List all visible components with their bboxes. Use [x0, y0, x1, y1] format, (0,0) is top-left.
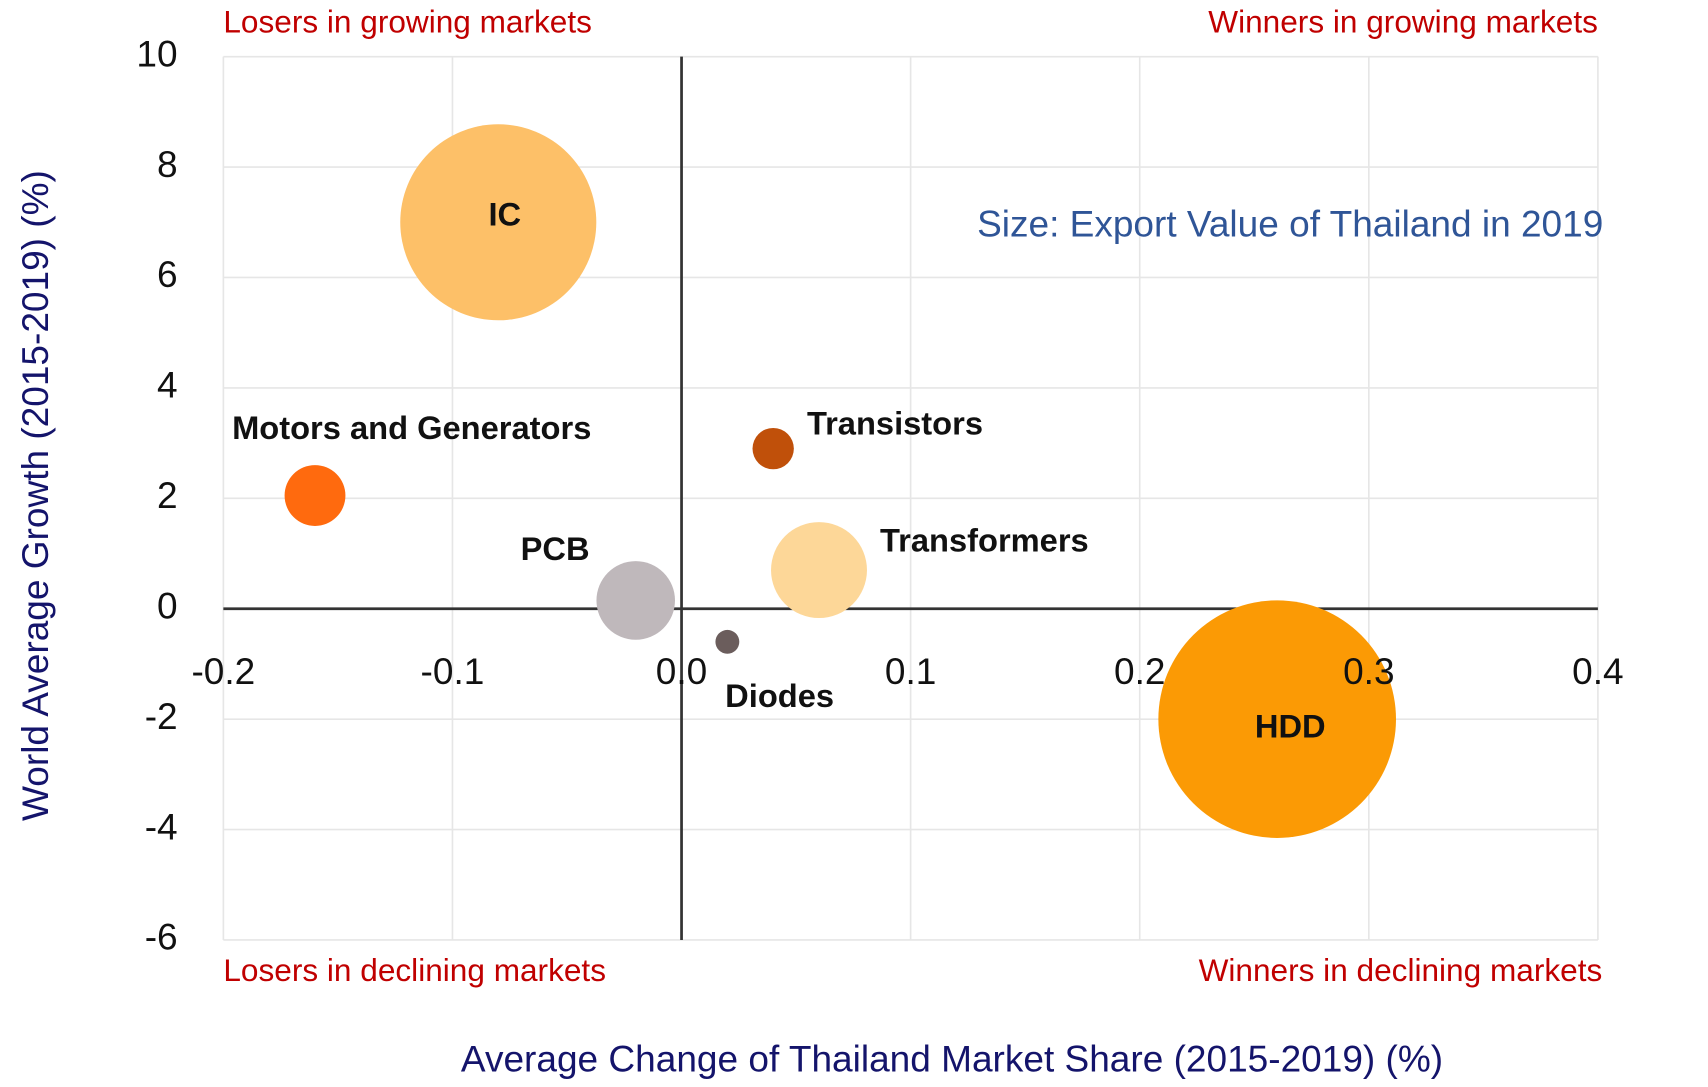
y-tick-label: 8 [157, 143, 178, 185]
bubble [771, 522, 867, 619]
bubble [284, 465, 346, 526]
x-tick-label: -0.1 [421, 650, 485, 692]
x-axis-title: Average Change of Thailand Market Share … [461, 1038, 1443, 1080]
y-tick-label: -6 [145, 916, 178, 958]
quadrant-label: Losers in declining markets [223, 952, 606, 988]
size-note: Size: Export Value of Thailand in 2019 [977, 202, 1603, 244]
bubble-label: Diodes [725, 677, 834, 714]
bubble-label: PCB [521, 530, 590, 567]
x-tick-label: 0.3 [1343, 650, 1394, 692]
x-tick-label: 0.4 [1572, 650, 1623, 692]
x-tick-label: 0.0 [656, 650, 707, 692]
bubble-label: HDD [1255, 708, 1326, 745]
bubble-label: Transformers [880, 521, 1089, 558]
bubble-label: Transistors [807, 404, 983, 441]
labels: -0.2 -0.1 0.0 0.1 0.2 0.3 0.4 -6 -4 -2 0 2 4 6 8 10 IC Mo… [136, 32, 1623, 957]
bubble-label: Motors and Generators [232, 409, 591, 446]
quadrant-label: Winners in declining markets [1199, 952, 1603, 988]
y-tick-label: 4 [157, 364, 178, 406]
quadrant-label: Losers in growing markets [223, 3, 592, 39]
y-tick-label: 2 [157, 474, 178, 516]
y-axis-title: World Average Growth (2015-2019) (%) [14, 170, 56, 821]
quadrant-label: Winners in growing markets [1208, 3, 1598, 39]
x-tick-label: -0.2 [191, 650, 255, 692]
bubble [715, 629, 740, 654]
grid [222, 55, 1599, 941]
bubble-label: IC [488, 195, 521, 232]
y-tick-label: 0 [157, 584, 178, 626]
y-tick-label: 10 [136, 32, 177, 74]
x-tick-label: 0.1 [885, 650, 936, 692]
bubble [400, 124, 597, 321]
bubbles [284, 124, 1396, 838]
bubble [596, 561, 675, 640]
y-tick-label: -4 [145, 805, 178, 847]
y-tick-label: -2 [145, 695, 178, 737]
y-tick-label: 6 [157, 253, 178, 295]
x-tick-label: 0.2 [1114, 650, 1165, 692]
bubble [1158, 600, 1396, 838]
bubble [752, 427, 794, 470]
